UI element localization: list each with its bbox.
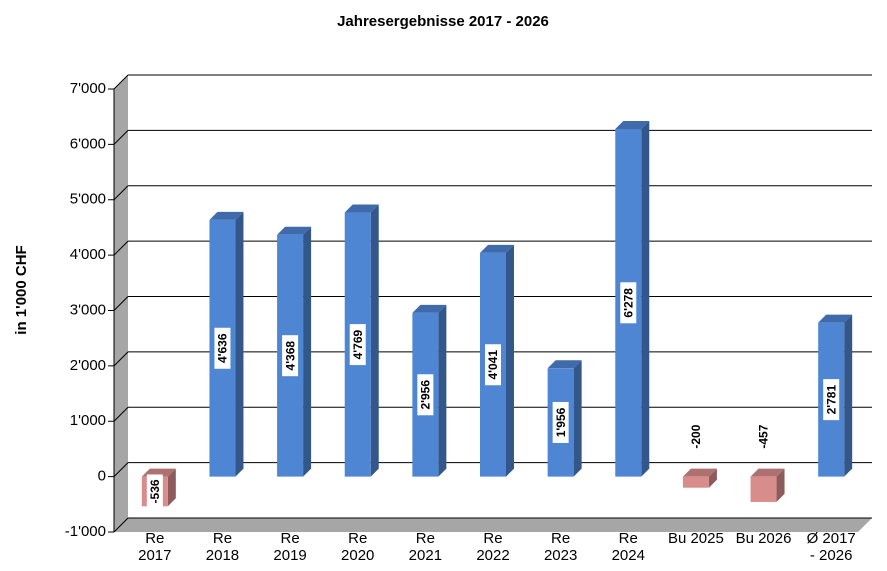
value-label: 4'636 xyxy=(214,327,231,369)
value-label: -457 xyxy=(757,424,771,448)
bar-side xyxy=(506,244,514,477)
bar-top xyxy=(615,120,650,129)
bar-side xyxy=(641,120,650,477)
value-label-text: 2'956 xyxy=(419,380,433,410)
value-label-box xyxy=(349,324,366,366)
value-label-box xyxy=(620,282,637,324)
grid-line-side xyxy=(113,130,129,145)
grid-line-side xyxy=(113,185,129,201)
bar-side xyxy=(235,211,244,477)
value-label-box xyxy=(823,379,840,421)
value-label-text: -536 xyxy=(148,479,162,503)
y-tick-label: -1'000 xyxy=(65,523,106,540)
x-tick-label: Bu 2025 xyxy=(667,530,724,547)
value-label-box xyxy=(282,335,299,377)
bar-top xyxy=(547,360,582,369)
value-label: 4'368 xyxy=(282,335,299,377)
bar-top xyxy=(682,468,717,477)
x-tick-label: Bu 2026 xyxy=(735,530,792,547)
bar xyxy=(682,476,709,488)
value-label-text: 6'278 xyxy=(621,288,635,318)
chart-title: Jahresergebnisse 2017 - 2026 xyxy=(337,13,549,30)
x-tick-label: Ø 2017 - 2026 xyxy=(806,530,856,564)
value-label: 6'278 xyxy=(620,282,637,324)
bar-top xyxy=(480,244,514,253)
bar-side xyxy=(844,314,853,477)
bar-side xyxy=(776,468,785,502)
bar-side xyxy=(438,304,447,477)
bar-side xyxy=(708,468,717,488)
y-tick-label: 4'000 xyxy=(70,246,106,263)
grid-line-side xyxy=(113,406,129,422)
bar-top xyxy=(412,304,447,313)
bar-side xyxy=(370,204,379,477)
bar-side xyxy=(573,360,582,477)
grid-line-side xyxy=(113,517,129,533)
bar-top xyxy=(344,204,379,213)
x-tick-label: Re 2022 xyxy=(476,530,510,564)
value-label-text: 4'636 xyxy=(216,333,230,363)
y-tick-label: 3'000 xyxy=(70,301,106,318)
value-label-text: 1'956 xyxy=(554,407,568,437)
value-label-box xyxy=(552,401,569,443)
x-tick-label: Re 2019 xyxy=(273,530,307,564)
x-tick-label: Re 2020 xyxy=(341,530,375,564)
value-label: 1'956 xyxy=(552,401,569,443)
value-label: -200 xyxy=(689,424,703,448)
value-label-text: -457 xyxy=(757,424,771,448)
value-label-box xyxy=(146,474,163,509)
y-tick-label: 2'000 xyxy=(70,357,106,374)
grid-line-side xyxy=(113,296,129,311)
x-tick-label: Re 2024 xyxy=(611,530,645,564)
value-label-box xyxy=(485,344,501,386)
value-label: 2'956 xyxy=(417,374,434,416)
bar-side xyxy=(303,226,312,477)
y-axis-label: in 1'000 CHF xyxy=(13,245,30,334)
bar-top xyxy=(209,211,244,220)
floor xyxy=(114,518,872,532)
x-tick-label: Re 2018 xyxy=(205,530,240,564)
y-tick-label: 5'000 xyxy=(70,191,106,208)
value-label-box xyxy=(417,374,434,416)
value-label: 4'769 xyxy=(349,324,366,366)
y-tick-label: 0 xyxy=(98,468,106,485)
grid-line-side xyxy=(113,240,129,256)
grid-line-side xyxy=(113,462,129,477)
bar-side xyxy=(167,468,176,507)
bar-top xyxy=(277,226,312,235)
y-tick-label: 7'000 xyxy=(70,80,106,97)
value-label: 4'041 xyxy=(485,344,501,386)
value-label: 2'781 xyxy=(823,379,840,421)
x-tick-label: Re 2023 xyxy=(543,530,578,564)
bar-top xyxy=(750,468,785,477)
value-label: -536 xyxy=(146,474,163,509)
value-label-box xyxy=(214,327,231,369)
bar-top xyxy=(818,314,853,323)
y-tick-label: 1'000 xyxy=(70,412,106,429)
value-label-text: -200 xyxy=(689,424,703,448)
value-label-text: 4'769 xyxy=(351,329,365,359)
value-label-text: 4'041 xyxy=(486,350,500,380)
bar xyxy=(750,476,777,502)
x-tick-label: Re 2017 xyxy=(138,530,172,564)
x-tick-label: Re 2021 xyxy=(408,530,443,564)
y-tick-label: 6'000 xyxy=(70,135,106,152)
grid-line-side xyxy=(113,351,129,367)
value-label-text: 2'781 xyxy=(824,385,838,415)
value-label-text: 4'368 xyxy=(283,341,297,371)
grid-line-side xyxy=(113,74,129,90)
